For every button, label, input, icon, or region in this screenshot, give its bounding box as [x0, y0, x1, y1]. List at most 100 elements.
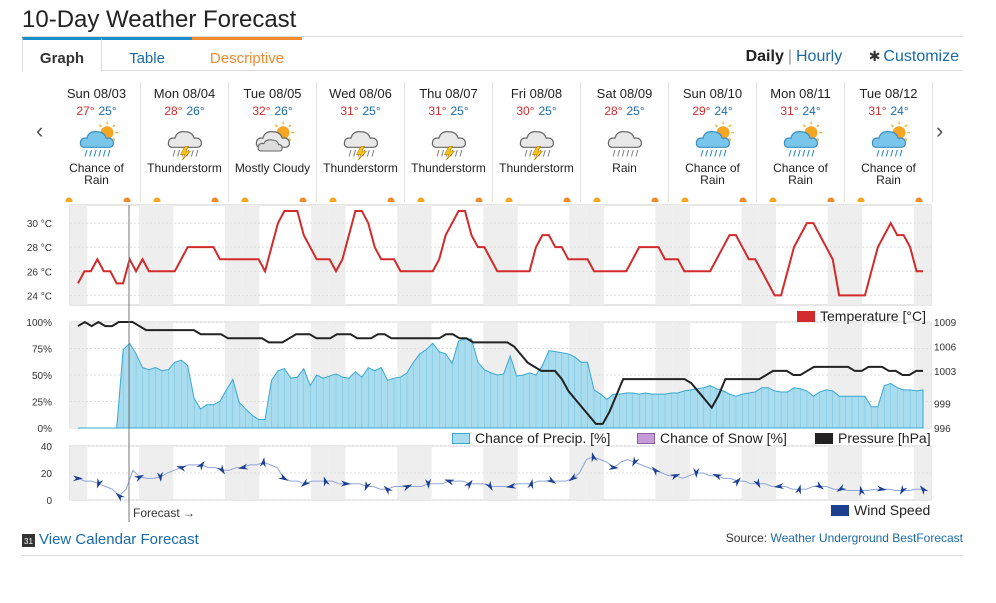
hourly-toggle[interactable]: Hourly: [796, 48, 843, 65]
night-band: [844, 205, 863, 305]
day-temps: 32° 26°: [229, 104, 316, 118]
wind-arrow: [444, 479, 455, 486]
pressure-swatch: [815, 433, 833, 444]
wind-arrow: [568, 473, 579, 482]
legend-pressure-label: Pressure [hPa]: [838, 430, 931, 446]
chance-rain-icon: [79, 121, 118, 157]
day-date: Sun 08/10: [682, 86, 743, 101]
y-tick-label: 28 °C: [27, 243, 52, 254]
night-band: [586, 205, 604, 305]
high-temp: 31°: [340, 104, 359, 118]
day-date: Thu 08/07: [419, 86, 478, 101]
wind-arrow: [156, 471, 163, 483]
tab-graph[interactable]: Graph: [22, 37, 102, 72]
night-band: [844, 446, 863, 500]
night-band: [242, 205, 260, 305]
period-nav: Daily | Hourly ✱ Customize: [746, 37, 959, 71]
day-column[interactable]: Wed 08/06 31° 25° Thunderstorm: [317, 82, 405, 202]
wind-arrow: [546, 475, 557, 484]
high-temp: 31°: [780, 104, 799, 118]
legend-temperature-label: Temperature [°C]: [820, 308, 926, 324]
pressure-tick-label: 1009: [934, 318, 957, 329]
wind-arrow: [814, 481, 824, 490]
nav-separator: |: [787, 48, 792, 65]
day-date: Fri 08/08: [510, 86, 563, 101]
wind-arrow: [919, 485, 929, 495]
day-column[interactable]: Mon 08/11 31° 24° Chance of Rain: [757, 82, 845, 202]
pressure-line: [77, 320, 923, 425]
day-temps: 31° 25°: [405, 104, 492, 118]
wind-arrow: [669, 473, 681, 481]
legend-wind: Wind Speed: [831, 502, 930, 518]
tab-table[interactable]: Table: [102, 37, 192, 71]
day-column[interactable]: Tue 08/12 31° 24° Chance of Rain: [845, 82, 933, 202]
pressure-tick-label: 999: [934, 400, 951, 411]
calendar-link[interactable]: 31 View Calendar Forecast: [22, 531, 199, 548]
day-column[interactable]: Sat 08/09 28° 25° Rain: [581, 82, 669, 202]
day-temps: 30° 25°: [493, 104, 580, 118]
wind-arrow: [237, 463, 249, 470]
day-column[interactable]: Mon 08/04 28° 26° Thunderstorm: [141, 82, 229, 202]
wind-arrow: [134, 474, 145, 482]
night-band: [156, 446, 174, 500]
condition-line-1: Thunderstorm: [499, 161, 574, 175]
low-temp: 25°: [98, 104, 117, 118]
day-column[interactable]: Fri 08/08 30° 25° Thunderstorm: [493, 82, 581, 202]
snow-swatch: [637, 433, 655, 444]
high-temp: 27°: [76, 104, 95, 118]
wind-arrow: [608, 464, 619, 471]
day-date: Mon 08/11: [770, 86, 831, 101]
night-band: [156, 205, 174, 305]
forecast-marker-label: Forecast →: [133, 506, 195, 520]
chevron-left-icon[interactable]: ‹: [36, 118, 44, 143]
high-temp: 30°: [516, 104, 535, 118]
day-column[interactable]: Tue 08/05 32° 26° Mostly Cloudy: [229, 82, 317, 202]
source-link[interactable]: Weather Underground BestForecast: [770, 531, 963, 545]
customize-button[interactable]: ✱ Customize: [869, 48, 959, 65]
legend-snow-label: Chance of Snow [%]: [660, 430, 787, 446]
wind-arrow: [364, 480, 372, 492]
sun-times: [241, 197, 307, 202]
low-temp: 25°: [450, 104, 469, 118]
wind-swatch: [831, 505, 849, 516]
y-tick-label: 50%: [32, 371, 52, 382]
wind-arrow: [712, 473, 723, 481]
night-band: [311, 205, 329, 305]
condition-line-2: Rain: [876, 173, 901, 187]
chevron-right-icon[interactable]: ›: [936, 118, 944, 143]
day-date: Tue 08/12: [859, 86, 918, 101]
sun-times: [65, 197, 131, 202]
wind-arrow: [591, 451, 598, 463]
wind-arrow: [876, 485, 887, 492]
day-temps: 29° 24°: [669, 104, 756, 118]
y-tick-label: 0%: [38, 424, 53, 435]
calendar-link-label: View Calendar Forecast: [39, 531, 199, 548]
legend-wind-label: Wind Speed: [854, 502, 931, 518]
sun-times: [593, 197, 659, 202]
day-date: Tue 08/05: [243, 86, 302, 101]
daily-toggle[interactable]: Daily: [745, 48, 784, 65]
footer-divider: [22, 555, 963, 556]
y-tick-label: 100%: [26, 318, 52, 329]
day-column[interactable]: Thu 08/07 31° 25° Thunderstorm: [405, 82, 493, 202]
wind-arrow: [300, 478, 311, 487]
wind-arrow: [401, 484, 413, 492]
low-temp: 24°: [890, 104, 909, 118]
tab-descriptive[interactable]: Descriptive: [192, 37, 302, 71]
calendar-icon: 31: [22, 534, 35, 547]
wind-arrow: [96, 478, 104, 489]
wind-arrow: [73, 475, 83, 482]
day-column[interactable]: Sun 08/03 27° 25° Chance of Rain: [53, 82, 141, 202]
low-temp: 25°: [538, 104, 557, 118]
night-band: [913, 205, 931, 305]
night-band: [224, 446, 243, 500]
wind-arrow: [859, 485, 866, 497]
sun-times: [857, 197, 923, 202]
thunderstorm-icon: [519, 131, 554, 161]
day-column[interactable]: Sun 08/10 29° 24° Chance of Rain: [669, 82, 757, 202]
night-band: [414, 205, 432, 305]
night-band: [138, 205, 157, 305]
night-band: [569, 446, 587, 500]
wind-arrow: [425, 478, 432, 489]
high-temp: 29°: [692, 104, 711, 118]
